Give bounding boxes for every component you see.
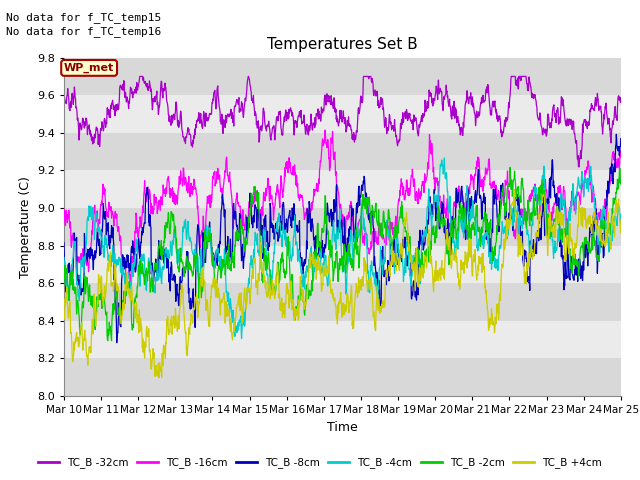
TC_B -4cm: [318, 269, 326, 275]
Title: Temperatures Set B: Temperatures Set B: [267, 37, 418, 52]
Bar: [64, 246, 621, 283]
Text: WP_met: WP_met: [64, 63, 115, 73]
TC_B -16cm: [103, 211, 111, 216]
Bar: [64, 170, 621, 208]
TC_B -16cm: [308, 203, 316, 208]
TC_B +4cm: [510, 187, 518, 192]
TC_B -8cm: [617, 136, 625, 142]
TC_B -8cm: [126, 268, 134, 274]
TC_B -32cm: [617, 97, 625, 103]
TC_B +4cm: [60, 316, 68, 322]
TC_B -16cm: [321, 127, 329, 133]
TC_B -2cm: [617, 181, 625, 187]
Line: TC_B -4cm: TC_B -4cm: [64, 158, 621, 338]
Legend: TC_B -32cm, TC_B -16cm, TC_B -8cm, TC_B -4cm, TC_B -2cm, TC_B +4cm: TC_B -32cm, TC_B -16cm, TC_B -8cm, TC_B …: [34, 453, 606, 472]
TC_B +4cm: [103, 267, 111, 273]
TC_B +4cm: [297, 276, 305, 281]
Bar: [64, 321, 621, 359]
TC_B -8cm: [318, 238, 326, 243]
TC_B +4cm: [617, 230, 625, 236]
Bar: [64, 283, 621, 321]
TC_B -32cm: [126, 95, 134, 101]
Bar: [64, 58, 621, 95]
TC_B -32cm: [136, 73, 143, 79]
TC_B -4cm: [378, 257, 385, 263]
TC_B +4cm: [126, 294, 134, 300]
TC_B -8cm: [60, 240, 68, 246]
TC_B -16cm: [60, 206, 68, 212]
Bar: [64, 133, 621, 170]
Bar: [64, 359, 621, 396]
TC_B -2cm: [506, 165, 514, 170]
TC_B +4cm: [308, 257, 316, 263]
TC_B -16cm: [378, 228, 385, 233]
Line: TC_B -2cm: TC_B -2cm: [64, 168, 621, 341]
TC_B -32cm: [308, 126, 316, 132]
Line: TC_B -32cm: TC_B -32cm: [64, 76, 621, 167]
TC_B -8cm: [378, 297, 385, 303]
Line: TC_B +4cm: TC_B +4cm: [64, 190, 621, 378]
TC_B -32cm: [103, 106, 111, 111]
TC_B -16cm: [318, 140, 326, 146]
Text: No data for f_TC_temp16: No data for f_TC_temp16: [6, 26, 162, 37]
TC_B -32cm: [378, 101, 385, 107]
TC_B -2cm: [318, 226, 326, 231]
TC_B -32cm: [297, 114, 305, 120]
TC_B -16cm: [126, 274, 134, 279]
TC_B -8cm: [308, 216, 316, 222]
Text: No data for f_TC_temp15: No data for f_TC_temp15: [6, 12, 162, 23]
TC_B -32cm: [575, 164, 583, 170]
TC_B -32cm: [60, 97, 68, 103]
TC_B -16cm: [127, 280, 134, 286]
X-axis label: Time: Time: [327, 420, 358, 433]
Y-axis label: Temperature (C): Temperature (C): [19, 176, 31, 278]
TC_B -8cm: [113, 340, 120, 346]
TC_B -8cm: [103, 226, 111, 231]
TC_B -8cm: [612, 132, 620, 137]
TC_B +4cm: [378, 309, 385, 314]
TC_B -4cm: [297, 263, 305, 269]
TC_B +4cm: [156, 375, 163, 381]
TC_B -2cm: [308, 277, 316, 283]
TC_B -4cm: [103, 242, 111, 248]
TC_B -16cm: [617, 148, 625, 154]
TC_B -32cm: [318, 108, 326, 114]
TC_B -2cm: [126, 289, 134, 295]
TC_B -2cm: [297, 290, 305, 296]
TC_B -8cm: [297, 263, 305, 269]
TC_B -2cm: [60, 273, 68, 278]
TC_B -4cm: [308, 265, 316, 271]
TC_B -4cm: [440, 155, 448, 161]
TC_B -2cm: [104, 338, 111, 344]
Line: TC_B -16cm: TC_B -16cm: [64, 130, 621, 283]
TC_B -4cm: [617, 220, 625, 226]
TC_B -4cm: [126, 283, 134, 289]
TC_B -2cm: [103, 333, 111, 338]
TC_B +4cm: [318, 285, 326, 290]
TC_B -16cm: [297, 192, 305, 197]
TC_B -2cm: [378, 220, 385, 226]
Bar: [64, 95, 621, 133]
Line: TC_B -8cm: TC_B -8cm: [64, 134, 621, 343]
TC_B -4cm: [60, 254, 68, 260]
TC_B -4cm: [237, 336, 245, 341]
Bar: [64, 208, 621, 246]
